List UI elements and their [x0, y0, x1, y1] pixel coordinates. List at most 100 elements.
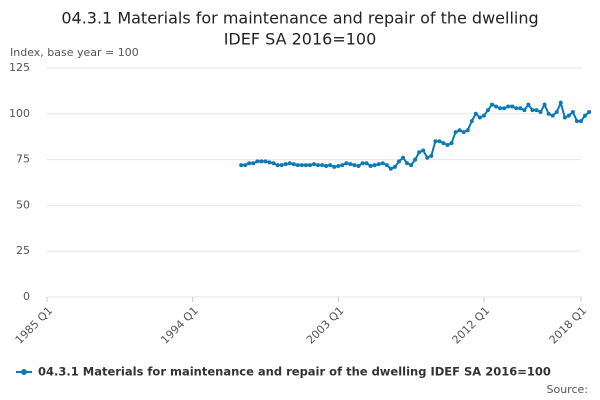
- data-point: [425, 155, 430, 160]
- data-point: [574, 119, 579, 124]
- data-point: [570, 109, 575, 114]
- data-point: [514, 106, 519, 111]
- x-tick-label: 1994 Q1: [158, 304, 201, 347]
- data-point: [312, 162, 316, 167]
- data-point: [247, 161, 252, 166]
- data-point: [279, 163, 284, 168]
- data-point: [267, 160, 272, 165]
- data-point: [457, 128, 462, 133]
- data-point: [291, 162, 296, 167]
- data-point: [239, 163, 244, 168]
- data-point: [352, 163, 357, 168]
- data-point: [473, 111, 478, 116]
- data-point: [534, 108, 539, 113]
- data-point: [550, 113, 555, 118]
- x-tick-label: 2003 Q1: [304, 304, 347, 347]
- data-point: [469, 119, 474, 124]
- data-point: [583, 113, 588, 118]
- data-point: [283, 162, 288, 167]
- data-point: [328, 163, 333, 168]
- data-point: [445, 142, 450, 147]
- data-point: [417, 150, 422, 155]
- data-point: [558, 100, 563, 105]
- data-point: [461, 130, 466, 135]
- data-point: [494, 104, 499, 109]
- x-tick-label: 2012 Q1: [450, 304, 493, 347]
- data-point: [579, 119, 583, 124]
- data-point: [340, 163, 345, 168]
- data-point: [518, 106, 523, 111]
- data-point: [465, 128, 470, 133]
- source: Source:: [547, 383, 589, 396]
- data-point: [287, 161, 292, 166]
- data-point: [324, 164, 329, 169]
- chart-title: 04.3.1 Materials for maintenance and rep…: [61, 9, 538, 28]
- data-point: [255, 159, 260, 164]
- data-point: [449, 141, 454, 146]
- data-point: [332, 164, 337, 169]
- data-point: [429, 153, 434, 158]
- data-point: [243, 163, 248, 168]
- data-point: [299, 163, 304, 168]
- data-point: [356, 164, 361, 169]
- x-tick-label: 2018 Q1: [547, 304, 590, 347]
- data-point: [437, 139, 442, 144]
- data-point: [490, 102, 494, 107]
- data-point: [510, 104, 515, 109]
- data-point: [502, 106, 507, 111]
- y-tick-label: 125: [9, 61, 30, 74]
- data-point: [587, 109, 592, 114]
- y-tick-label: 50: [16, 198, 30, 211]
- data-point: [388, 166, 393, 171]
- data-point: [453, 130, 458, 135]
- data-point: [316, 163, 321, 168]
- data-point: [263, 159, 268, 164]
- data-point: [259, 159, 264, 164]
- data-point: [413, 157, 418, 162]
- data-point: [522, 108, 527, 113]
- data-point: [481, 113, 486, 118]
- chart-title: IDEF SA 2016=100: [224, 30, 377, 49]
- data-point: [530, 108, 535, 113]
- y-tick-label: 0: [23, 290, 30, 303]
- data-point: [364, 161, 369, 166]
- y-tick-label: 25: [16, 244, 30, 257]
- data-point: [336, 164, 341, 169]
- y-tick-label: 75: [16, 153, 30, 166]
- data-point: [384, 163, 389, 168]
- data-point: [554, 109, 559, 114]
- data-point: [566, 113, 571, 118]
- data-point: [275, 163, 280, 168]
- data-point: [396, 159, 401, 164]
- legend-label: 04.3.1 Materials for maintenance and rep…: [38, 365, 551, 379]
- data-point: [348, 162, 353, 167]
- data-point: [477, 115, 482, 120]
- data-point: [498, 106, 503, 111]
- data-point: [506, 104, 511, 109]
- data-point: [307, 163, 312, 168]
- data-point: [303, 163, 308, 168]
- data-point: [271, 161, 276, 166]
- y-tick-label: 100: [9, 107, 30, 120]
- data-point: [344, 161, 349, 166]
- data-point: [485, 108, 490, 113]
- data-point: [409, 163, 414, 168]
- data-point: [380, 161, 385, 166]
- data-point: [392, 164, 397, 169]
- data-point: [372, 163, 377, 168]
- data-point: [360, 161, 365, 166]
- x-tick-label: 1985 Q1: [13, 304, 56, 347]
- data-point: [562, 115, 567, 120]
- y-axis-label: Index, base year = 100: [10, 46, 139, 59]
- data-point: [546, 111, 551, 116]
- data-point: [441, 141, 446, 146]
- data-point: [320, 163, 325, 168]
- data-point: [251, 161, 256, 166]
- data-point: [401, 155, 405, 160]
- data-point: [542, 102, 547, 107]
- data-point: [526, 102, 531, 107]
- data-point: [376, 162, 381, 167]
- data-point: [433, 139, 438, 144]
- data-point: [405, 161, 410, 166]
